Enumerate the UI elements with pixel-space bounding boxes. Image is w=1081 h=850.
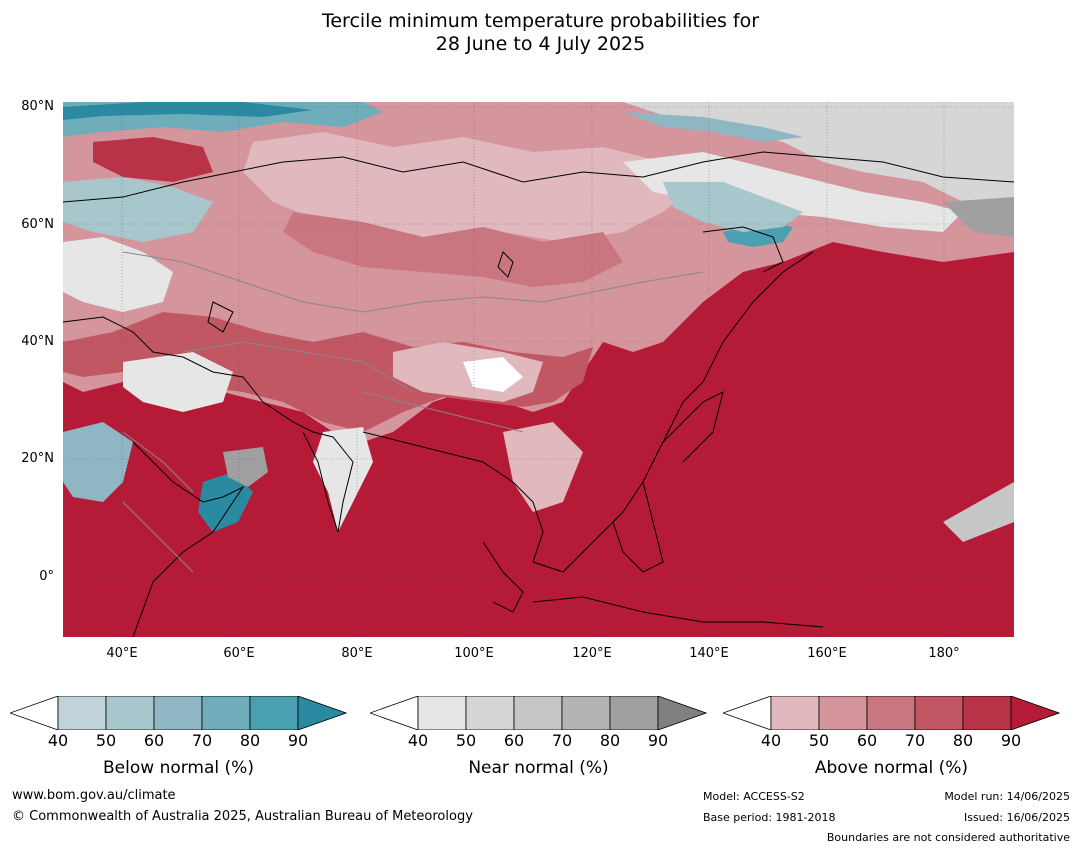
colorbar-box [249, 695, 299, 731]
colorbar-svg [8, 695, 348, 731]
colorbar-tick-label: 70 [191, 731, 213, 750]
legend-title-below: Below normal (%) [103, 758, 254, 778]
colorbar-box [770, 695, 820, 731]
country-borders [122, 251, 704, 573]
region-indochina-light [503, 422, 583, 512]
colorbar-tick-label: 90 [647, 731, 669, 750]
colorbar-box [561, 695, 611, 731]
colorbar-box [818, 695, 868, 731]
colorbar-box [153, 695, 203, 731]
colorbar-high-arrow [657, 695, 708, 731]
footer-copyright: © Commonwealth of Australia 2025, Austra… [12, 809, 473, 824]
colorbar-box [914, 695, 964, 731]
region-europe-blue [63, 177, 213, 242]
region-arabian-sea-gray [223, 447, 268, 487]
region-okhotsk-lightblue [663, 182, 803, 232]
lat-label-40n: 40°N [21, 334, 54, 349]
colorbar-low-arrow [8, 695, 59, 731]
region-east-siberia-gray [623, 152, 963, 232]
colorbar-tick-label: 70 [551, 731, 573, 750]
region-china-white [463, 357, 523, 392]
colorbar-tick-label: 50 [455, 731, 477, 750]
colorbar-tick-label: 70 [904, 731, 926, 750]
colorbar-box [866, 695, 916, 731]
colorbar-tick-label: 40 [407, 731, 429, 750]
region-arabia-blue [63, 422, 133, 502]
colorbar-tick-label: 80 [239, 731, 261, 750]
graticule [63, 102, 1014, 637]
lat-label-0: 0° [39, 569, 54, 584]
lat-label-20n: 20°N [21, 451, 54, 466]
lon-label-40e: 40°E [106, 646, 138, 661]
colorbar-tick-label: 40 [760, 731, 782, 750]
colorbar-tick-label: 60 [856, 731, 878, 750]
forecast-map-svg [63, 102, 1014, 637]
footer-model: Model: ACCESS-S2 [703, 790, 805, 803]
colorbar-above-normal [721, 695, 1061, 734]
footer-model-run: Model run: 14/06/2025 [944, 790, 1070, 803]
lon-label-80e: 80°E [341, 646, 373, 661]
colorbar-box [513, 695, 563, 731]
colorbar-high-arrow [297, 695, 348, 731]
colorbar-box [105, 695, 155, 731]
region-india-light [313, 427, 373, 532]
region-pacific-gray [943, 482, 1014, 542]
legend-title-near: Near normal (%) [468, 758, 609, 778]
region-scandinavia-red [93, 137, 213, 182]
colorbar-box [57, 695, 107, 731]
colorbar-tick-label: 80 [952, 731, 974, 750]
colorbar-svg [721, 695, 1061, 731]
colorbar-tick-label: 80 [599, 731, 621, 750]
colorbar-high-arrow [1010, 695, 1061, 731]
lon-label-140e: 140°E [689, 646, 729, 661]
forecast-map [63, 102, 1014, 637]
colorbar-tick-label: 60 [143, 731, 165, 750]
footer-base-period: Base period: 1981-2018 [703, 811, 836, 824]
colorbar-tick-label: 90 [287, 731, 309, 750]
lon-label-60e: 60°E [223, 646, 255, 661]
region-arctic-dark-blue [63, 102, 313, 120]
region-alaska-gray [943, 197, 1014, 237]
colorbar-tick-label: 90 [1000, 731, 1022, 750]
lat-label-60n: 60°N [21, 217, 54, 232]
colorbar-tick-label: 60 [503, 731, 525, 750]
colorbar-tick-label: 50 [808, 731, 830, 750]
colorbar-below-normal [8, 695, 348, 734]
legend-title-above: Above normal (%) [814, 758, 969, 778]
colorbar-low-arrow [721, 695, 772, 731]
colorbar-box [609, 695, 659, 731]
colorbar-low-arrow [368, 695, 419, 731]
colorbar-box [201, 695, 251, 731]
colorbar-tick-label: 50 [95, 731, 117, 750]
region-kara-blue [623, 112, 803, 142]
colorbar-svg [368, 695, 708, 731]
lat-label-80n: 80°N [21, 99, 54, 114]
footer-issued: Issued: 16/06/2025 [963, 811, 1070, 824]
colorbar-box [962, 695, 1012, 731]
region-siberia-lightpink [243, 132, 703, 242]
colorbar-tick-label: 40 [47, 731, 69, 750]
footer-disclaimer: Boundaries are not considered authoritat… [826, 831, 1070, 844]
map-title-line2: 28 June to 4 July 2025 [435, 33, 646, 55]
footer-website: www.bom.gov.au/climate [12, 788, 176, 803]
map-title-line1: Tercile minimum temperature probabilitie… [321, 10, 760, 32]
lon-label-120e: 120°E [572, 646, 612, 661]
lon-label-180: 180° [928, 646, 960, 661]
colorbar-near-normal [368, 695, 708, 734]
lon-label-100e: 100°E [454, 646, 494, 661]
lon-label-160e: 160°E [807, 646, 847, 661]
colorbar-box [465, 695, 515, 731]
region-mideast-light [123, 352, 233, 412]
colorbar-box [417, 695, 467, 731]
coastlines [63, 151, 1014, 637]
region-siberia-pink2 [283, 212, 623, 287]
